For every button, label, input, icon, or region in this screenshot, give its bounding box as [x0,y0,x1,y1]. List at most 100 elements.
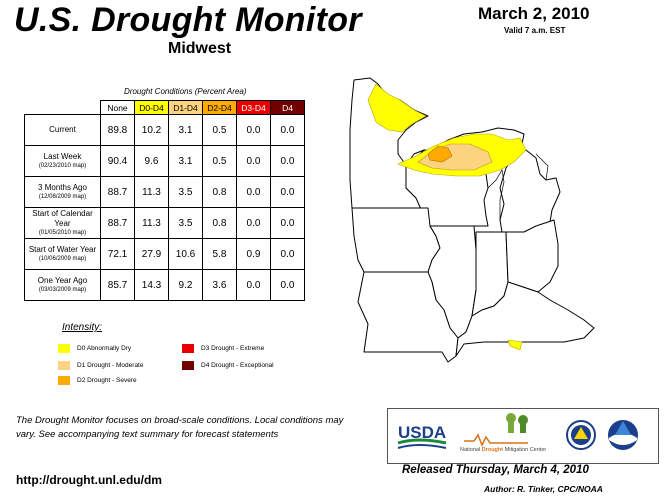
cell-value: 5.8 [202,238,237,270]
row-label: One Year Ago (03/03/2009 map) [24,269,101,301]
legend-item-d2: D2 Drought - Severe [58,376,137,385]
commerce-seal-icon [566,420,596,450]
drought-areas [367,83,527,351]
valid-time: Valid 7 a.m. EST [504,26,566,35]
row-label: Last Week (02/23/2010 map) [24,145,101,177]
row-label-main: Start of Water Year [28,245,97,254]
legend-swatch-d4 [182,361,194,370]
legend-label-d3: D3 Drought - Extreme [201,345,265,352]
legend-item-d1: D1 Drought - Moderate [58,361,143,370]
table-row: One Year Ago (03/03/2009 map) 85.7 14.3 9.2 3… [24,269,305,301]
cell-value: 0.5 [202,145,237,177]
cell-value: 3.6 [202,269,237,301]
cell-value: 0.0 [236,176,271,208]
table-row: Start of Calendar Year (01/05/2010 map) 88… [24,207,305,239]
cell-value: 3.1 [168,145,203,177]
cell-value: 14.3 [134,269,169,301]
ndmc-logo: National Drought Mitigation Center [460,413,546,453]
cell-value: 0.8 [202,176,237,208]
legend-label-d0: D0 Abnormally Dry [77,345,132,352]
cell-value: 0.0 [270,176,305,208]
release-date: Released Thursday, March 4, 2010 [402,464,589,476]
cell-value: 3.5 [168,176,203,208]
cell-value: 11.3 [134,176,169,208]
lake-michigan-shore [487,169,505,220]
map-date: March 2, 2010 [478,4,590,23]
state-michigan-lower [499,149,561,233]
legend-swatch-d2 [58,376,70,385]
row-label-date: (12/08/2009 map) [38,194,87,200]
cell-value: 9.6 [134,145,169,177]
row-label-date: (03/03/2009 map) [38,287,87,293]
cell-value: 10.2 [134,114,169,146]
cell-value: 72.1 [100,238,135,270]
row-label-main: Start of Calendar Year [32,209,93,228]
cell-value: 90.4 [100,145,135,177]
row-label-main: One Year Ago [37,276,88,285]
drought-conditions-table: None D0-D4 D1-D4 D2-D4 D3-D4 D4 Current 8… [24,100,305,301]
table-row: 3 Months Ago (12/08/2009 map) 88.7 11.3 3.5 0… [24,176,305,208]
cell-value: 0.9 [236,238,271,270]
cell-value: 0.0 [270,269,305,301]
ndmc-label: National Drought Mitigation Center [460,447,546,453]
d0-abnormally-dry-minnesota [367,83,427,133]
cell-value: 0.0 [270,207,305,239]
author-credit: Author: R. Tinker, CPC/NOAA [484,484,603,494]
cell-value: 0.8 [202,207,237,239]
header-d2-d4: D2-D4 [202,100,237,115]
row-label-main: 3 Months Ago [38,183,87,192]
d2-drought-severe [427,145,453,163]
header-none: None [100,100,135,115]
header-d0-d4: D0-D4 [134,100,169,115]
map-title: U.S. Drought Monitor [14,1,362,39]
legend-label-d4: D4 Drought - Exceptional [201,362,274,369]
row-label-date: (02/23/2010 map) [38,163,87,169]
cell-value: 3.1 [168,114,203,146]
cell-value: 0.0 [236,207,271,239]
table-row: Current 89.8 10.2 3.1 0.5 0.0 0.0 [24,114,305,146]
row-label-date: (01/05/2010 map) [38,230,87,236]
drought-monitor-link[interactable]: http://drought.unl.edu/dm [16,473,162,487]
cell-value: 3.5 [168,207,203,239]
legend-item-d4: D4 Drought - Exceptional [182,361,274,370]
cell-value: 0.0 [236,114,271,146]
legend-label-d2: D2 Drought - Severe [77,377,137,384]
table-row: Last Week (02/23/2010 map) 90.4 9.6 3.1 0.5 0.… [24,145,305,177]
header-d4: D4 [270,100,305,115]
region-name: Midwest [168,40,232,57]
row-label: Start of Water Year (10/06/2009 map) [24,238,101,270]
state-kentucky [455,281,595,357]
header-d1-d4: D1-D4 [168,100,203,115]
disclaimer-text: The Drought Monitor focuses on broad-sca… [16,415,344,440]
legend-swatch-d0 [58,344,70,353]
table-corner [24,100,101,115]
row-label: Start of Calendar Year (01/05/2010 map) [24,207,101,239]
cell-value: 10.6 [168,238,203,270]
d0-abnormally-dry-kentucky [507,339,523,351]
row-label: Current [24,114,101,146]
cell-value: 88.7 [100,176,135,208]
cell-value: 89.8 [100,114,135,146]
cell-value: 0.5 [202,114,237,146]
partner-logos: USDA National Drought Mitigation Center [387,408,659,464]
cell-value: 0.0 [270,145,305,177]
row-label: 3 Months Ago (12/08/2009 map) [24,176,101,208]
usda-logo: USDA [397,423,447,449]
table-header-row: None D0-D4 D1-D4 D2-D4 D3-D4 D4 [24,100,305,115]
lake-shorelines [487,153,549,220]
state-iowa [351,207,441,273]
cell-value: 0.0 [236,145,271,177]
cell-value: 85.7 [100,269,135,301]
cell-value: 88.7 [100,207,135,239]
row-label-date: (10/06/2009 map) [38,256,87,262]
cell-value: 0.0 [236,269,271,301]
cell-value: 0.0 [270,238,305,270]
cell-value: 11.3 [134,207,169,239]
cell-value: 27.9 [134,238,169,270]
row-label-main: Last Week [43,152,82,161]
usda-text: USDA [398,423,446,442]
legend-title: Intensity: [62,322,103,333]
lake-huron-shore [535,153,549,181]
midwest-drought-map [349,77,595,363]
legend-label-d1: D1 Drought - Moderate [77,362,144,369]
